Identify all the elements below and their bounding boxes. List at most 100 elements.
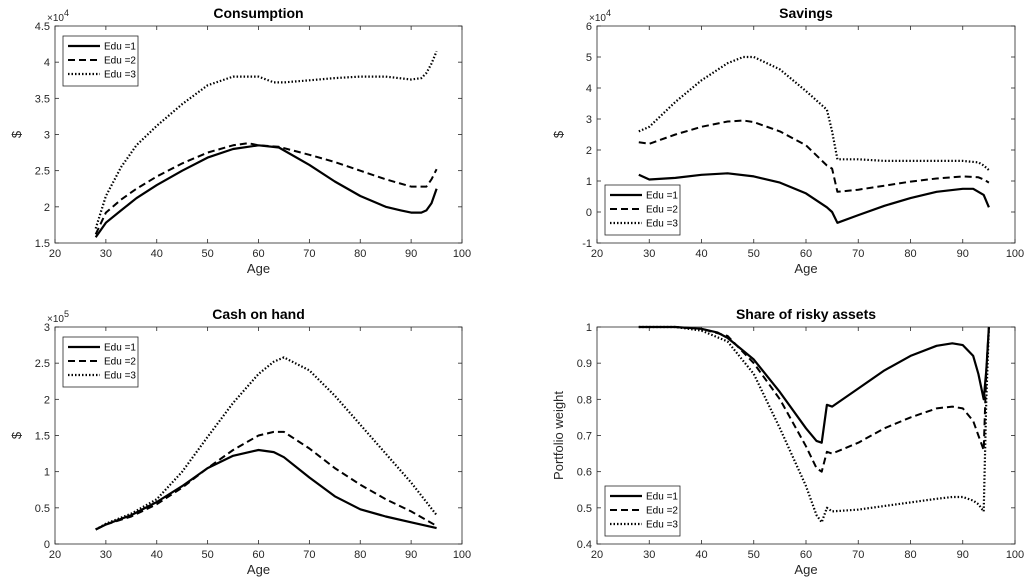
x-tick-label: 80 <box>904 248 916 260</box>
y-tick-label: 0 <box>586 207 592 219</box>
series-line-edu-3 <box>638 55 990 171</box>
series-line-edu-3 <box>638 325 990 524</box>
y-tick-label: 6 <box>586 21 592 33</box>
x-tick-label: 20 <box>591 248 603 260</box>
y-tick-label: 2 <box>44 202 50 214</box>
legend-label-edu-1: Edu =1 <box>646 492 678 503</box>
legend: Edu =1 Edu =2 Edu =3 <box>604 184 681 236</box>
series-line-edu-2 <box>638 119 990 193</box>
chart-title: Cash on hand <box>212 306 305 322</box>
x-tick-label: 50 <box>748 549 760 561</box>
y-tick-label: 0.4 <box>577 539 592 551</box>
x-tick-label: 50 <box>202 549 214 561</box>
x-tick-label: 100 <box>453 549 471 561</box>
x-tick-label: 70 <box>852 248 864 260</box>
chart-panel-3: 20 30 40 50 60 70 80 90 100 0.4 0.5 0.6 0.7 0.8 0.9 1 Sh… <box>551 306 1024 577</box>
legend-label-edu-2: Edu =2 <box>646 205 678 216</box>
y-tick-label: 0.9 <box>577 358 592 370</box>
legend-box <box>62 35 139 87</box>
y-tick-label: 0.8 <box>577 394 592 406</box>
x-tick-label: 40 <box>151 248 163 260</box>
y-exponent-base: ×10 <box>47 314 64 325</box>
x-tick-label: 20 <box>591 549 603 561</box>
y-tick-label: 2 <box>586 145 592 157</box>
y-axis-label: $ <box>9 130 24 138</box>
x-tick-label: 90 <box>957 549 969 561</box>
series-line-edu-3 <box>95 356 438 531</box>
x-tick-label: 80 <box>904 549 916 561</box>
x-tick-label: 20 <box>49 248 61 260</box>
x-tick-label: 20 <box>49 549 61 561</box>
y-tick-label: 3 <box>586 114 592 126</box>
series-line-edu-1 <box>638 172 990 224</box>
series-line-edu-2 <box>94 142 438 235</box>
x-tick-label: 100 <box>1006 248 1024 260</box>
x-axis-label: Age <box>794 261 817 276</box>
x-tick-label: 50 <box>748 248 760 260</box>
x-tick-label: 100 <box>453 248 471 260</box>
series-line-edu-3 <box>94 50 438 229</box>
legend-box <box>604 485 681 537</box>
x-tick-label: 40 <box>151 549 163 561</box>
x-tick-label: 70 <box>303 549 315 561</box>
y-tick-label: -1 <box>582 238 592 250</box>
x-tick-label: 60 <box>800 248 812 260</box>
y-tick-label: 2 <box>44 394 50 406</box>
legend-label-edu-1: Edu =1 <box>104 42 136 53</box>
x-tick-label: 90 <box>957 248 969 260</box>
y-tick-label: 4 <box>44 57 50 69</box>
legend-label-edu-3: Edu =3 <box>104 70 136 81</box>
y-exponent-power: 4 <box>64 8 69 18</box>
y-exponent-label: ×104 <box>47 8 69 24</box>
y-exponent-power: 5 <box>64 309 69 319</box>
legend-box <box>62 336 139 388</box>
y-tick-label: 1 <box>586 322 592 334</box>
chart-title: Share of risky assets <box>736 306 876 322</box>
y-exponent-label: ×105 <box>47 309 69 325</box>
y-exponent-base: ×10 <box>589 13 606 24</box>
x-tick-label: 80 <box>354 549 366 561</box>
legend-label-edu-3: Edu =3 <box>104 371 136 382</box>
series-line-edu-1 <box>95 448 437 531</box>
chart-title: Consumption <box>213 5 303 21</box>
y-exponent-power: 4 <box>606 8 611 18</box>
x-axis-label: Age <box>247 562 270 577</box>
legend-label-edu-3: Edu =3 <box>646 520 678 531</box>
legend-label-edu-3: Edu =3 <box>646 219 678 230</box>
y-tick-label: 4.5 <box>35 21 50 33</box>
y-tick-label: 0.7 <box>577 431 592 443</box>
legend-label-edu-1: Edu =1 <box>646 191 678 202</box>
x-tick-label: 30 <box>100 549 112 561</box>
y-tick-label: 1.5 <box>35 238 50 250</box>
x-tick-label: 30 <box>100 248 112 260</box>
legend-box <box>604 184 681 236</box>
x-tick-label: 80 <box>354 248 366 260</box>
y-tick-label: 0 <box>44 539 50 551</box>
x-tick-label: 60 <box>800 549 812 561</box>
y-axis-label: Portfolio weight <box>551 391 566 480</box>
y-tick-label: 5 <box>586 52 592 64</box>
x-axis-label: Age <box>247 261 270 276</box>
legend-label-edu-2: Edu =2 <box>646 506 678 517</box>
y-tick-label: 3.5 <box>35 93 50 105</box>
y-tick-label: 3 <box>44 322 50 334</box>
x-tick-label: 50 <box>202 248 214 260</box>
y-tick-label: 1 <box>44 467 50 479</box>
x-tick-label: 70 <box>303 248 315 260</box>
y-axis-label: $ <box>9 431 24 439</box>
y-tick-label: 0.5 <box>35 503 50 515</box>
legend-label-edu-2: Edu =2 <box>104 56 136 67</box>
x-tick-label: 70 <box>852 549 864 561</box>
x-tick-label: 90 <box>405 248 417 260</box>
x-tick-label: 100 <box>1006 549 1024 561</box>
legend-label-edu-1: Edu =1 <box>104 343 136 354</box>
legend: Edu =1 Edu =2 Edu =3 <box>604 485 681 537</box>
y-tick-label: 3 <box>44 130 50 142</box>
x-tick-label: 60 <box>252 549 264 561</box>
y-tick-label: 0.5 <box>577 503 592 515</box>
x-tick-label: 30 <box>643 549 655 561</box>
y-exponent-label: ×104 <box>589 8 611 24</box>
x-tick-label: 30 <box>643 248 655 260</box>
